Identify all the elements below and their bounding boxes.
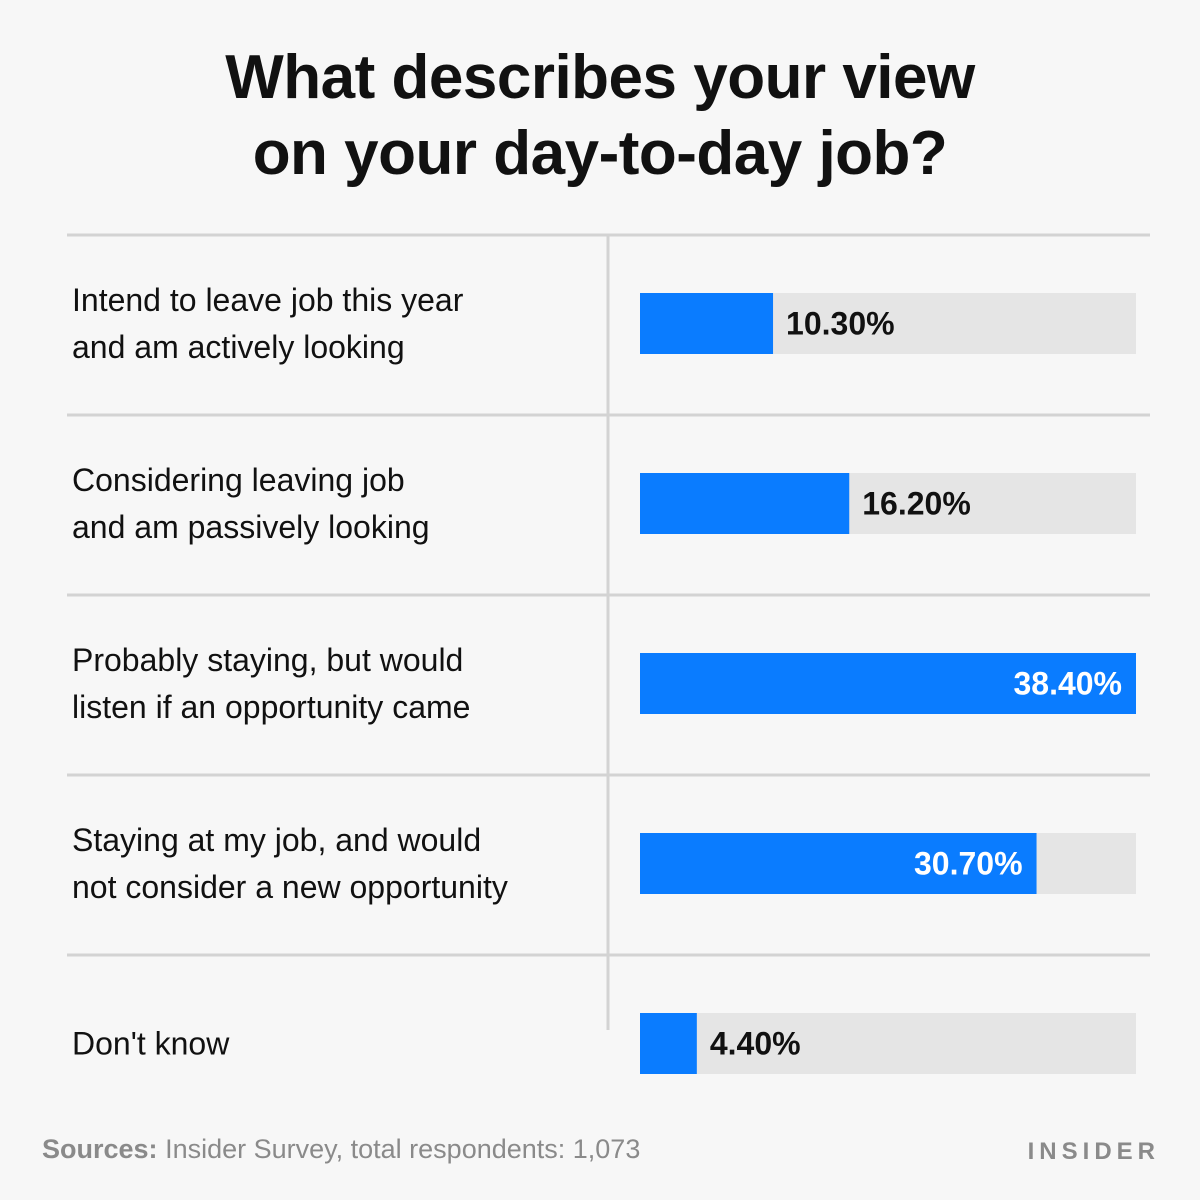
category-label: and am actively looking — [72, 329, 405, 365]
bar — [640, 1013, 697, 1074]
value-label: 30.70% — [914, 846, 1023, 882]
category-label: and am passively looking — [72, 509, 430, 545]
category-label: not consider a new opportunity — [72, 869, 508, 905]
bar-track — [640, 1013, 1136, 1074]
sources-footer: Sources: Insider Survey, total responden… — [42, 1134, 640, 1165]
value-label: 16.20% — [862, 486, 971, 522]
bar — [640, 833, 1037, 894]
chart-title-line-1: What describes your view — [225, 43, 975, 112]
insider-logo: INSIDER — [1027, 1138, 1160, 1165]
bar — [640, 473, 850, 534]
bar — [640, 293, 774, 354]
category-label: Don't know — [72, 1026, 230, 1062]
chart-title: What describes your view on your day-to-… — [0, 40, 1200, 192]
value-label: 38.40% — [1013, 666, 1122, 702]
category-label: Considering leaving job — [72, 462, 405, 498]
category-label: Probably staying, but would — [72, 642, 463, 678]
category-label: listen if an opportunity came — [72, 689, 470, 725]
sources-label: Sources: — [42, 1134, 158, 1164]
category-label: Intend to leave job this year — [72, 282, 464, 318]
value-label: 10.30% — [786, 306, 895, 342]
chart-title-line-2: on your day-to-day job? — [252, 119, 948, 188]
sources-text: Insider Survey, total respondents: 1,073 — [165, 1134, 641, 1164]
value-label: 4.40% — [710, 1026, 801, 1062]
bar — [640, 653, 1136, 714]
category-label: Staying at my job, and would — [72, 822, 481, 858]
